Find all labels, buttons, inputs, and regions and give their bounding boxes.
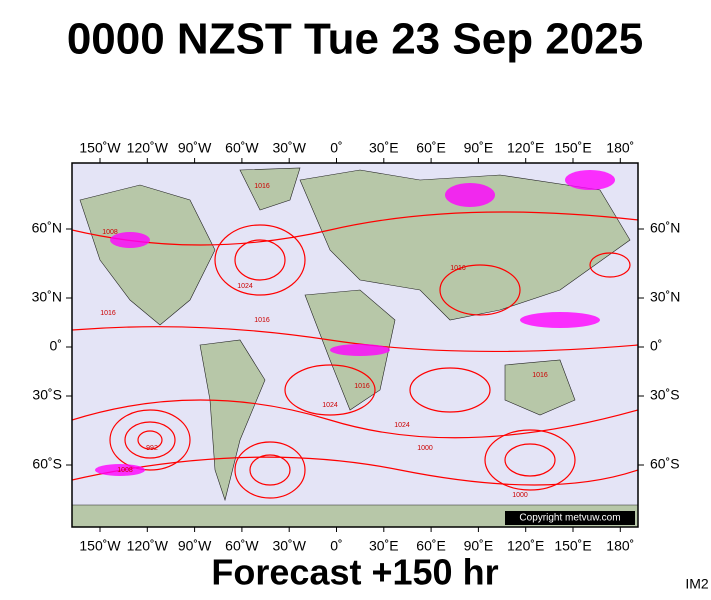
lon-label-top: 60˚W: [225, 140, 259, 156]
lat-label-left: 60˚N: [32, 220, 62, 236]
lon-label-bottom: 120˚W: [127, 538, 169, 554]
lon-label-top: 0˚: [330, 140, 342, 156]
lon-label-bottom: 90˚W: [178, 538, 212, 554]
isobar-label: 1000: [512, 492, 528, 499]
map-frame: [71, 162, 639, 528]
isobar-label: 1016: [254, 317, 270, 324]
lon-label-bottom: 30˚E: [369, 538, 399, 554]
isobar-label: 1008: [102, 229, 118, 236]
lat-label-left: 0˚: [50, 338, 62, 354]
lon-label-top: 30˚E: [369, 140, 399, 156]
lon-label-bottom: 60˚E: [416, 538, 446, 554]
isobar-label: 1024: [322, 402, 338, 409]
lon-label-top: 90˚W: [178, 140, 212, 156]
lon-label-top: 150˚E: [554, 140, 591, 156]
copyright: Copyright metvuw.com: [519, 513, 620, 524]
lon-label-bottom: 60˚W: [225, 538, 259, 554]
lon-label-top: 90˚E: [464, 140, 494, 156]
isobar-label: 1008: [117, 467, 133, 474]
lon-label-top: 120˚E: [507, 140, 544, 156]
lon-label-top: 60˚E: [416, 140, 446, 156]
lat-label-left: 30˚S: [32, 387, 62, 403]
isobar-label: 1016: [532, 372, 548, 379]
isobar-label: 1024: [237, 283, 253, 290]
lat-label-right: 30˚S: [650, 387, 680, 403]
isobar-label: 1000: [417, 445, 433, 452]
lat-label-left: 30˚N: [32, 289, 62, 305]
lat-label-right: 60˚S: [650, 456, 680, 472]
image-id: IM2: [685, 576, 709, 592]
isobar-label: 1016: [450, 265, 466, 272]
lon-label-top: 30˚W: [272, 140, 306, 156]
lat-label-right: 60˚N: [650, 220, 680, 236]
lat-label-right: 30˚N: [650, 289, 680, 305]
isobar-label: 1016: [254, 183, 270, 190]
lon-label-bottom: 150˚E: [554, 538, 591, 554]
lon-label-top: 120˚W: [127, 140, 169, 156]
lon-label-bottom: 90˚E: [464, 538, 494, 554]
weather-map: 1016 1008 1024 1016 1016 1016 1024 1016 1000 992 1…: [72, 163, 638, 527]
lon-label-bottom: 30˚W: [272, 538, 306, 554]
isobar-label: 992: [146, 445, 158, 452]
forecast-label: Forecast +150 hr: [211, 552, 498, 593]
lon-label-bottom: 0˚: [330, 538, 342, 554]
lon-label-bottom: 120˚E: [507, 538, 544, 554]
lon-label-top: 180˚: [606, 140, 634, 156]
title: 0000 NZST Tue 23 Sep 2025: [67, 15, 643, 64]
copyright-box: [505, 511, 635, 525]
isobar-label: 1016: [100, 310, 116, 317]
lon-label-top: 150˚W: [79, 140, 121, 156]
lat-label-right: 0˚: [650, 338, 662, 354]
lat-label-left: 60˚S: [32, 456, 62, 472]
lon-label-bottom: 150˚W: [79, 538, 121, 554]
isobar-label: 1016: [354, 383, 370, 390]
lon-label-bottom: 180˚: [606, 538, 634, 554]
isobar-label: 1024: [394, 422, 410, 429]
